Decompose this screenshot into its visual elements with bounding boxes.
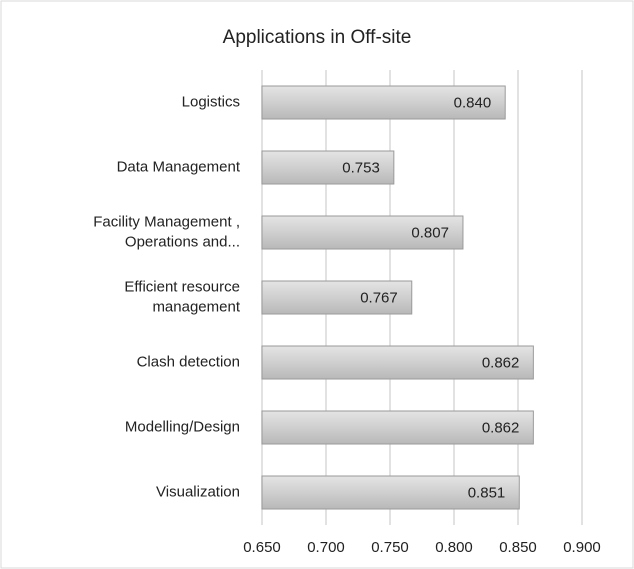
y-tick-label: Visualization xyxy=(156,483,240,500)
value-label: 0.862 xyxy=(482,354,520,371)
y-tick-label: Data Management xyxy=(117,158,241,175)
x-tick-label: 0.650 xyxy=(243,539,281,556)
chart-title: Applications in Off-site xyxy=(223,27,412,48)
value-label: 0.767 xyxy=(360,289,398,306)
x-tick-label: 0.850 xyxy=(499,539,537,556)
value-label: 0.851 xyxy=(468,484,506,501)
value-label: 0.753 xyxy=(342,159,380,176)
bar xyxy=(261,345,534,380)
bar xyxy=(261,85,506,120)
y-tick-label: Logistics xyxy=(182,93,240,110)
x-tick-label: 0.800 xyxy=(435,539,473,556)
bar xyxy=(261,475,520,510)
x-tick-label: 0.900 xyxy=(563,539,601,556)
bar xyxy=(261,150,395,185)
y-tick-label: Modelling/Design xyxy=(125,418,240,435)
value-label: 0.862 xyxy=(482,419,520,436)
y-tick-label: Clash detection xyxy=(137,353,240,370)
value-label: 0.840 xyxy=(454,94,492,111)
value-label: 0.807 xyxy=(411,224,449,241)
x-tick-label: 0.700 xyxy=(307,539,345,556)
y-tick-label: Efficient resource management xyxy=(124,278,240,315)
bar xyxy=(261,410,534,445)
y-tick-label: Facility Management , Operations and... xyxy=(93,213,240,250)
bar xyxy=(261,215,464,250)
x-tick-label: 0.750 xyxy=(371,539,409,556)
bar xyxy=(261,280,413,315)
